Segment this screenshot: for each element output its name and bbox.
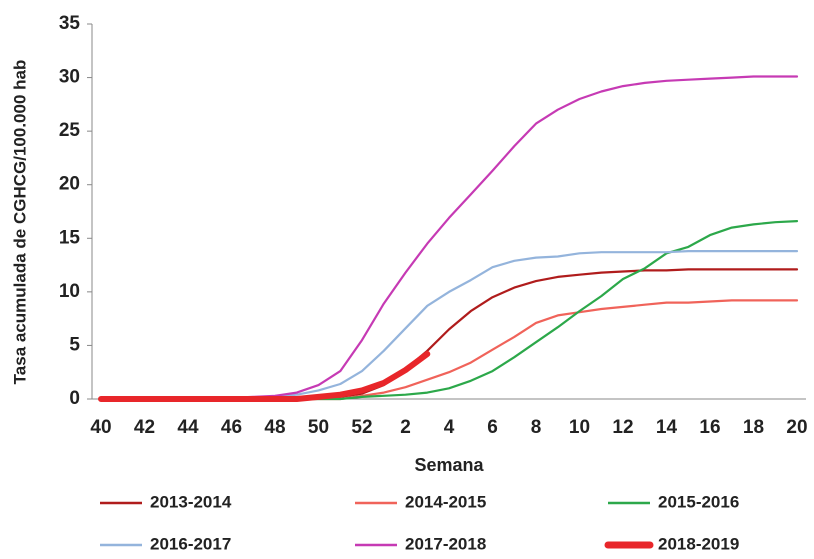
x-tick-label: 40	[90, 417, 111, 438]
legend-label: 2014-2015	[405, 492, 486, 511]
x-tick-label: 42	[134, 417, 155, 438]
y-tick-label: 15	[59, 227, 81, 248]
x-tick-label: 48	[264, 417, 285, 438]
y-tick-label: 35	[59, 13, 81, 34]
x-tick-label: 46	[221, 417, 242, 438]
x-tick-label: 44	[177, 417, 199, 438]
legend-label: 2018-2019	[658, 534, 739, 553]
x-tick-label: 20	[786, 417, 807, 438]
x-tick-label: 52	[351, 417, 372, 438]
x-tick-label: 50	[308, 417, 329, 438]
y-tick-label: 25	[59, 120, 81, 141]
series-line	[98, 351, 431, 402]
x-tick-label: 16	[699, 417, 720, 438]
series-line	[99, 250, 799, 401]
series-line	[99, 299, 799, 401]
legend-label: 2015-2016	[658, 492, 739, 511]
x-tick-label: 12	[612, 417, 633, 438]
legend-label: 2017-2018	[405, 534, 486, 553]
legend-label: 2013-2014	[150, 492, 232, 511]
x-tick-label: 8	[531, 417, 542, 438]
y-tick-label: 30	[59, 67, 80, 88]
x-tick-label: 18	[743, 417, 764, 438]
x-tick-label: 6	[487, 417, 498, 438]
y-tick-label: 20	[59, 174, 80, 195]
x-tick-label: 10	[569, 417, 590, 438]
x-tick-label: 4	[444, 417, 455, 438]
x-tick-label: 14	[656, 417, 678, 438]
y-tick-label: 0	[69, 388, 80, 409]
legend-label: 2016-2017	[150, 534, 231, 553]
y-axis-title: Tasa acumulada de CGHCG/100.000 hab	[10, 60, 29, 385]
series-line	[99, 75, 799, 399]
y-tick-label: 10	[59, 281, 80, 302]
series-line	[99, 268, 799, 401]
x-tick-label: 2	[400, 417, 411, 438]
x-axis-title: Semana	[414, 455, 484, 475]
y-tick-label: 5	[69, 334, 80, 355]
